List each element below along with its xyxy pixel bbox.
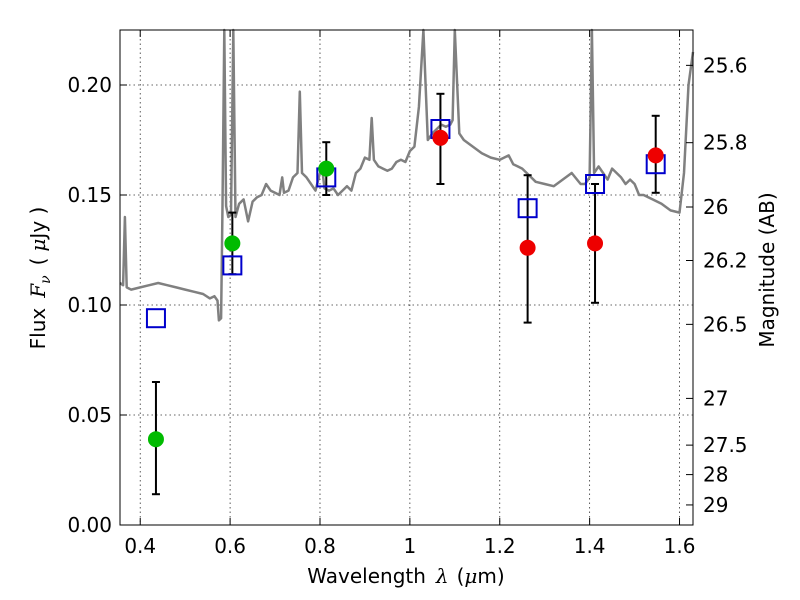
- magnitude-tick-label: 27: [703, 386, 728, 410]
- model-photometry-square: [517, 198, 538, 219]
- magnitude-axis-title: Magnitude (AB): [755, 192, 779, 347]
- magnitude-tick-label: 26.2: [703, 249, 748, 273]
- x-tick-label: 1: [404, 534, 417, 558]
- y-axis-title: FluxFν(μJy ): [26, 207, 54, 350]
- observed-data-point: [147, 431, 164, 448]
- x-tick-label: 1.6: [664, 534, 696, 558]
- observed-data-point: [318, 160, 335, 177]
- sed-line-layer: [119, 28, 695, 322]
- magnitude-tick-label: 27.5: [703, 433, 748, 457]
- magnitude-tick-label: 25.6: [703, 53, 748, 77]
- y-tick-label: 0.20: [67, 73, 112, 97]
- x-tick-layer: 0.4 0.6 0.8 1 1.2 1.4 1.6: [124, 30, 695, 558]
- observed-data-point: [519, 239, 536, 256]
- y-tick-label: 0.10: [67, 293, 112, 317]
- model-photometry-square: [145, 308, 166, 329]
- plot-frame: [119, 29, 694, 526]
- model-photometry-square: [222, 255, 243, 276]
- errorbar-layer: [151, 92, 660, 496]
- magnitude-tick-layer: 25.6 25.8 26 26.2 26.5 27 27.5 28 29: [686, 53, 748, 517]
- magnitude-tick-label: 28: [703, 463, 728, 487]
- observed-point-layer: [147, 129, 664, 448]
- x-axis-title: Wavelength λ (μm): [307, 564, 504, 588]
- observed-data-point: [647, 147, 664, 164]
- sed-model-line: [119, 28, 695, 322]
- observed-data-point: [224, 235, 241, 252]
- y-tick-label: 0.15: [67, 183, 112, 207]
- magnitude-tick-label: 25.8: [703, 131, 748, 155]
- x-tick-label: 0.4: [124, 534, 156, 558]
- x-tick-label: 1.4: [574, 534, 606, 558]
- x-tick-label: 1.2: [484, 534, 516, 558]
- magnitude-tick-label: 29: [703, 493, 728, 517]
- magnitude-tick-label: 26.5: [703, 312, 748, 336]
- x-tick-label: 0.6: [214, 534, 246, 558]
- y-tick-label: 0.05: [67, 403, 112, 427]
- observed-data-point: [587, 235, 604, 252]
- grid-layer: [120, 30, 693, 526]
- y-tick-label: 0.00: [67, 513, 112, 537]
- magnitude-tick-label: 26: [703, 195, 728, 219]
- model-photometry-square: [585, 174, 606, 194]
- y-tick-layer: 0.00 0.05 0.10 0.15 0.20: [67, 73, 127, 537]
- observed-data-point: [432, 129, 449, 146]
- x-tick-label: 0.8: [304, 534, 336, 558]
